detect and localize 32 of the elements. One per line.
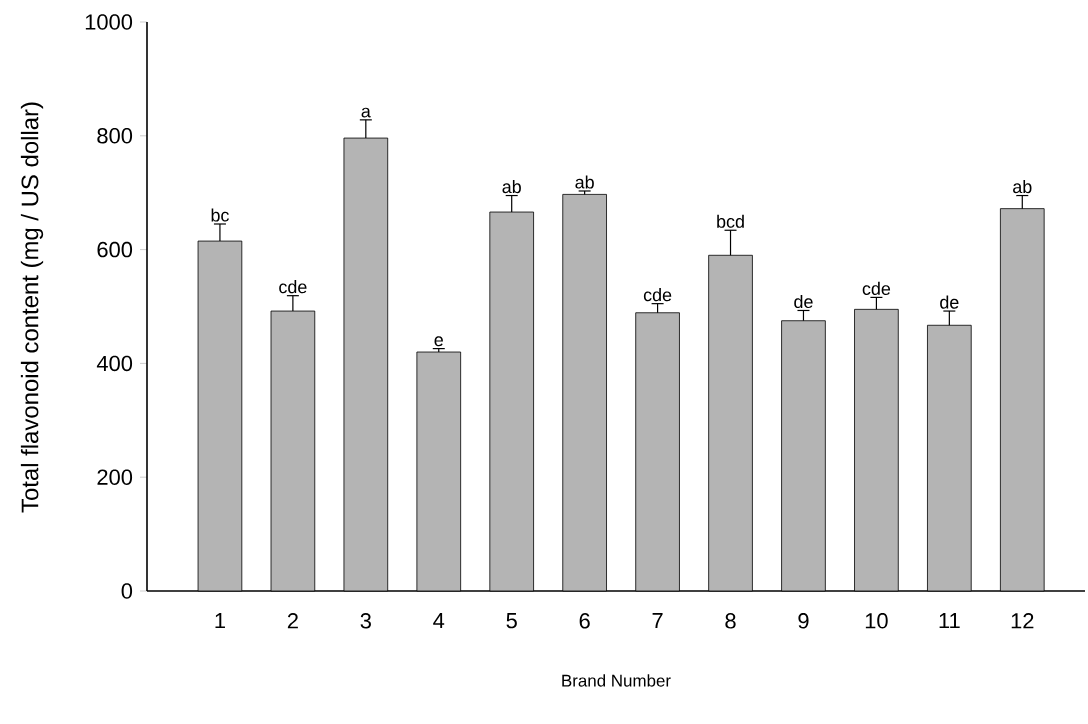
annotation: bc — [211, 208, 229, 222]
x-tick-label: 12 — [1011, 613, 1034, 629]
y-tick-label: 0 — [121, 583, 133, 599]
x-tick-label: 10 — [865, 613, 888, 629]
x-tick-label: 4 — [433, 613, 445, 629]
y-tick-label: 600 — [97, 241, 133, 258]
x-tick-label: 1 — [215, 613, 225, 629]
annotation: de — [940, 295, 959, 309]
annotation: cde — [643, 288, 672, 302]
x-tick-label: 3 — [360, 613, 371, 629]
annotation: e — [434, 336, 443, 347]
y-tick-label: 800 — [97, 128, 133, 144]
annotation: a — [361, 107, 371, 118]
x-tick-label: 6 — [579, 613, 590, 629]
annotation: bcd — [717, 214, 744, 228]
y-tick-label: 400 — [96, 355, 133, 372]
x-tick-label: 7 — [652, 613, 663, 629]
annotation: cde — [279, 280, 307, 294]
annotation: ab — [1013, 179, 1032, 194]
x-tick-label: 11 — [939, 613, 960, 629]
x-tick-label: 9 — [798, 613, 809, 629]
x-tick-label: 8 — [725, 613, 736, 629]
x-tick-label: 2 — [287, 613, 298, 629]
x-tick-label: 5 — [506, 613, 517, 629]
annotation: de — [794, 294, 813, 309]
y-tick-label: 200 — [97, 469, 133, 485]
annotation: cde — [862, 281, 891, 296]
y-axis-title: Total flavonoid content (mg / US dollar) — [20, 102, 44, 513]
y-tick-label: 1000 — [85, 14, 133, 30]
annotation: ab — [575, 175, 594, 189]
annotation: ab — [502, 179, 521, 194]
x-axis-title: Brand Number — [562, 674, 671, 687]
